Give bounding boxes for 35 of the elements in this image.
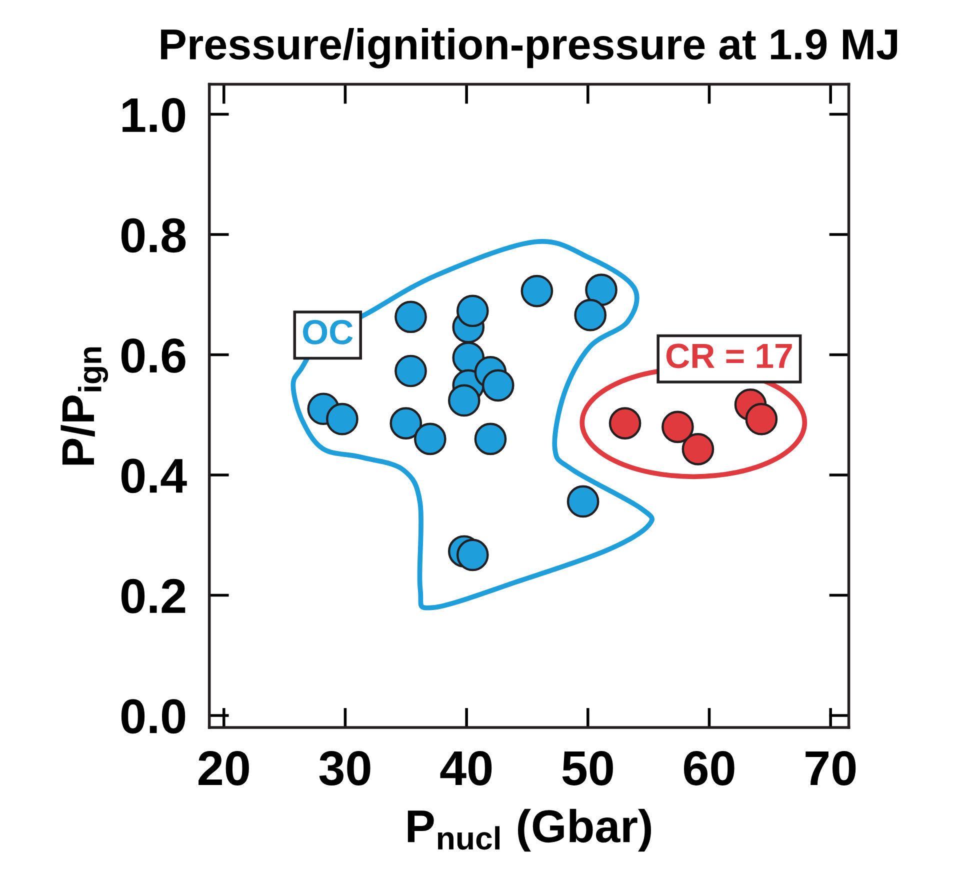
y-tick-label: 0.8 [121,218,186,253]
series-label: OC [303,320,353,344]
y-tick-label: 0.6 [121,338,186,373]
y-tick-label: 0.0 [121,699,186,734]
x-tick-label: 40 [440,751,492,786]
x-axis-title: P$_{nucl}$ (Gbar) [408,808,651,852]
series-label: CR = 17 [666,344,792,368]
y-tick-label: 0.4 [121,458,187,494]
point [585,274,618,306]
point [390,407,422,440]
point [394,354,427,388]
x-tick-label: 50 [562,751,613,786]
point [566,485,600,518]
x-tick-label: 70 [806,751,856,786]
point [414,422,446,456]
point [456,538,489,572]
point [574,298,606,332]
point [482,369,514,402]
point [520,274,554,308]
y-tick-label: 0.2 [121,578,186,614]
point [474,422,507,456]
y-axis-title: P/P$_{ign}$ [60,347,108,465]
point [745,402,778,436]
point [326,402,358,436]
point [608,407,642,440]
chart-title: Pressure/ignition-pressure at 1.9 MJ [161,28,898,68]
point [448,384,480,417]
point [662,410,694,444]
y-tick-label: 1.0 [122,98,186,132]
point [394,300,427,334]
x-tick-label: 20 [198,751,249,786]
x-tick-label: 30 [319,751,370,786]
point [682,432,714,466]
point [456,294,489,328]
x-tick-label: 60 [684,751,734,786]
